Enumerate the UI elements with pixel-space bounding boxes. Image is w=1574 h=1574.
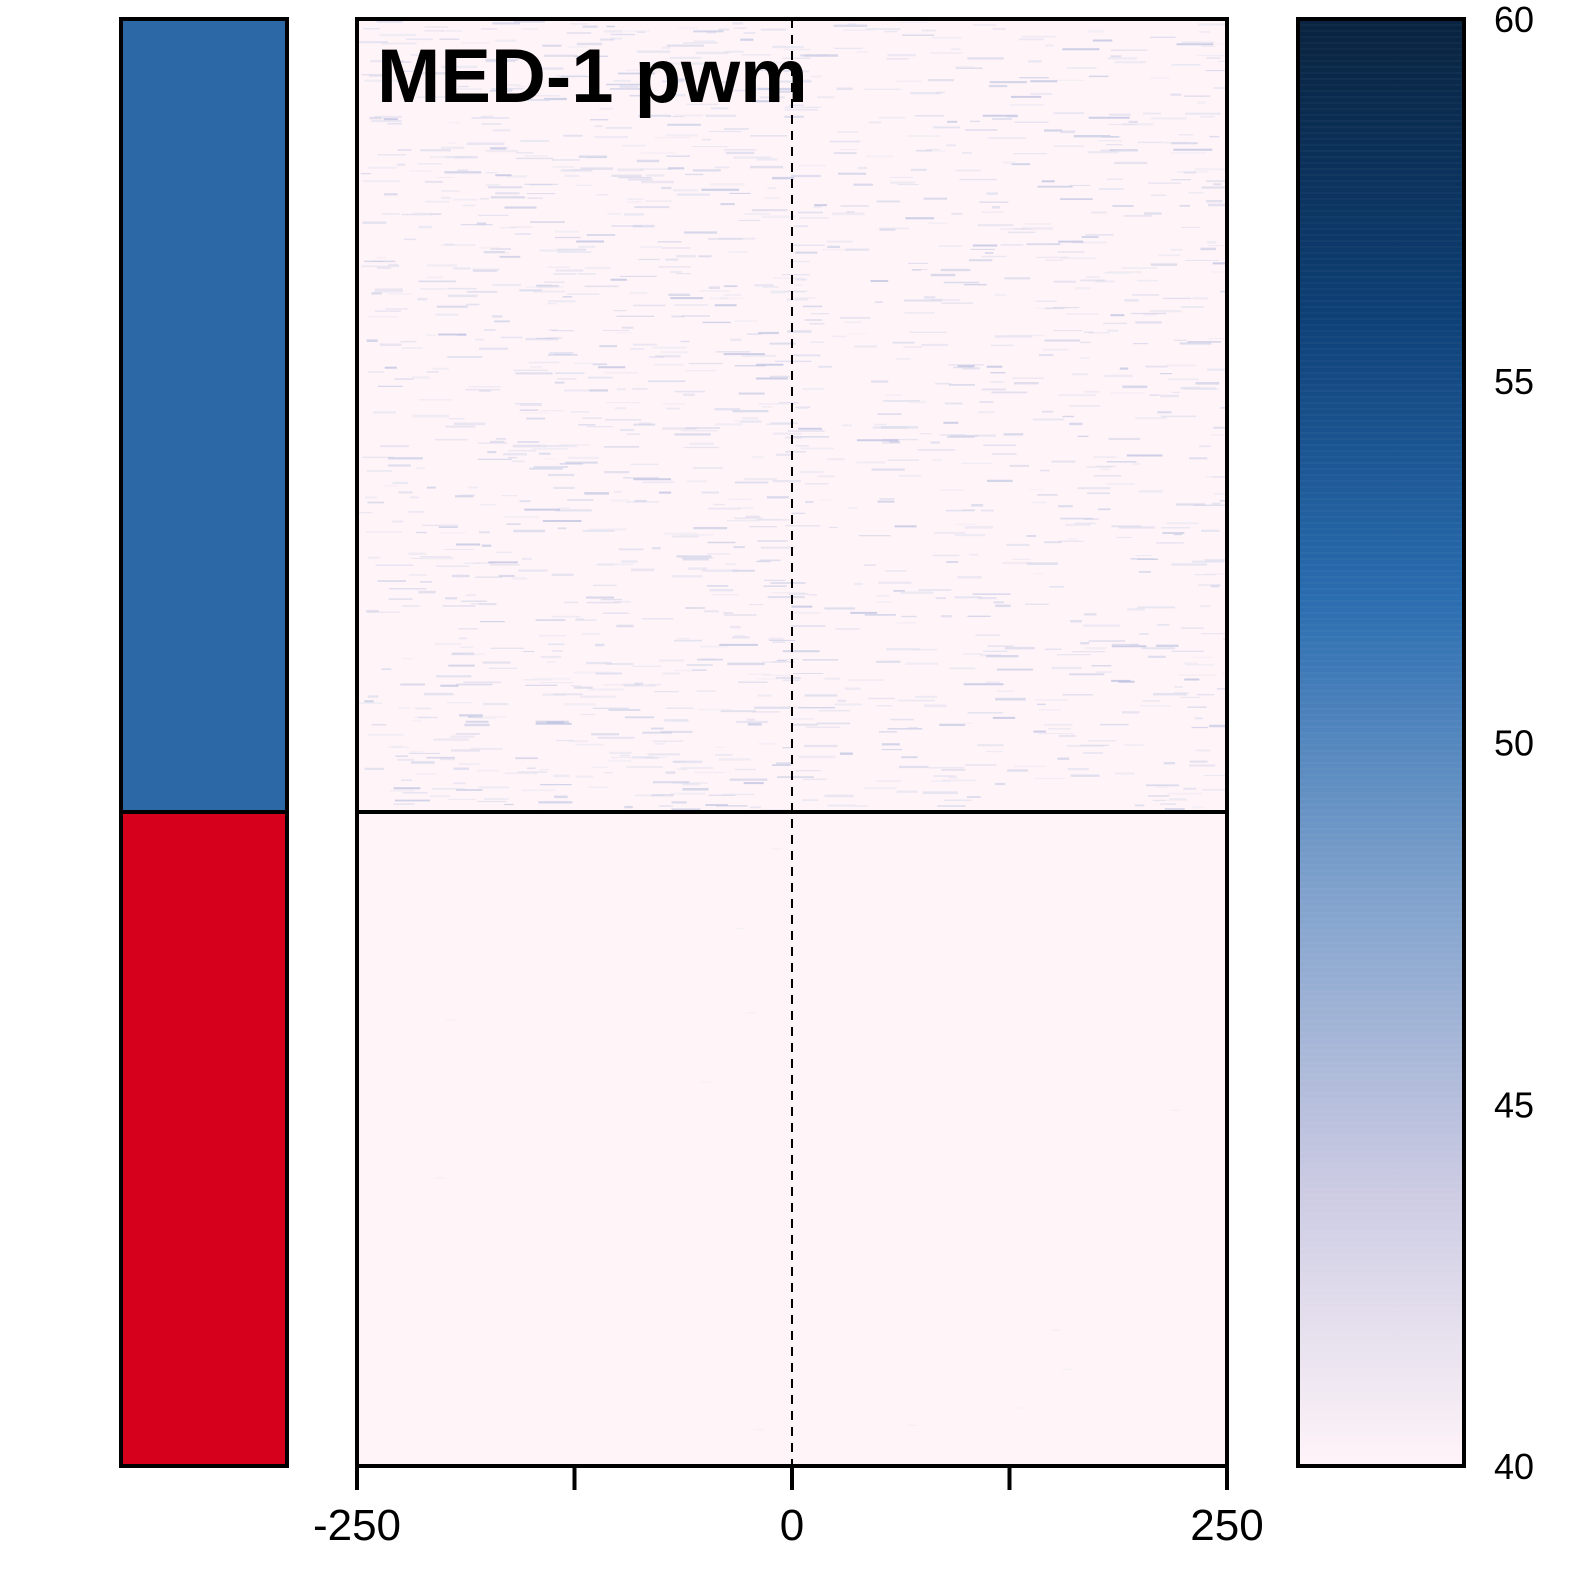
group-bar-top	[119, 17, 289, 814]
heatmap-panel: MED-1 pwm	[355, 17, 1229, 1468]
color-scale-tick-label: 55	[1494, 361, 1534, 402]
color-scale-tick-label: 50	[1494, 723, 1534, 764]
x-tick-label: 0	[780, 1501, 804, 1550]
color-scale: 40 45 50 55 60	[1296, 0, 1534, 1487]
group-annotation-bar	[119, 17, 289, 1468]
group-bar-bottom	[119, 810, 289, 1468]
x-tick-label: -250	[313, 1501, 401, 1550]
color-scale-tick-label: 60	[1494, 0, 1534, 40]
x-axis: -250 0 250	[313, 1464, 1264, 1550]
color-scale-frame	[1296, 17, 1466, 1468]
color-scale-gradient	[1298, 19, 1464, 1466]
chart-title: MED-1 pwm	[377, 34, 808, 119]
color-scale-tick-label: 45	[1494, 1084, 1534, 1125]
x-tick-label: 250	[1190, 1501, 1263, 1550]
color-scale-bands	[1298, 18, 1464, 1466]
heatmap-signal-marks	[357, 20, 1227, 1431]
color-scale-tick-label: 40	[1494, 1446, 1534, 1487]
color-scale-labels: 40 45 50 55 60	[1494, 0, 1534, 1487]
